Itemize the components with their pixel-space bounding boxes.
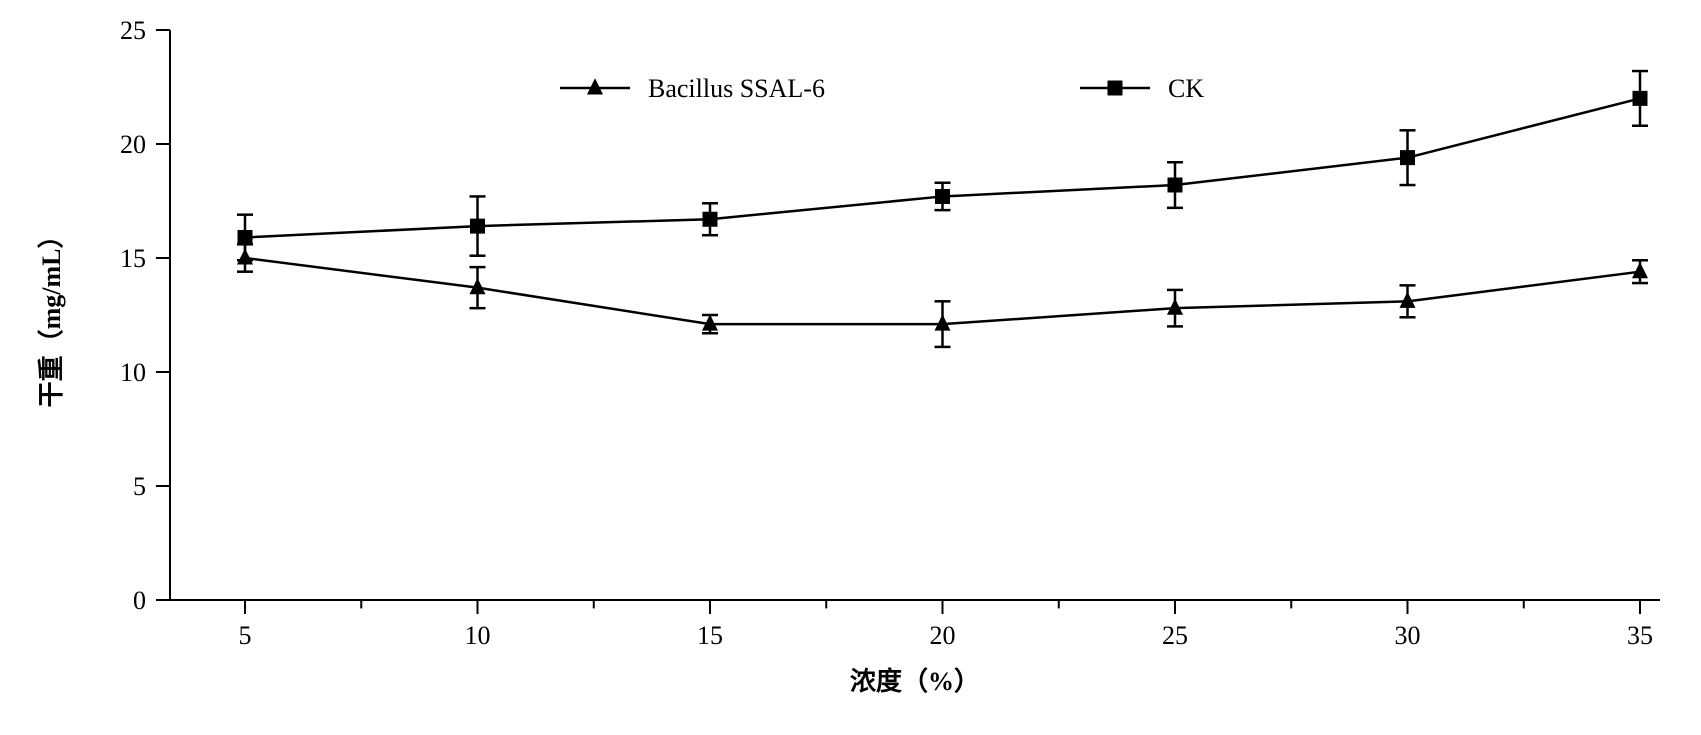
x-tick-label: 30: [1395, 621, 1421, 650]
x-tick-label: 25: [1162, 621, 1188, 650]
x-tick-label: 35: [1627, 621, 1653, 650]
y-tick-label: 20: [120, 130, 146, 159]
y-tick-label: 10: [120, 358, 146, 387]
series-marker-ck: [238, 230, 252, 244]
legend-label-ck: CK: [1168, 74, 1204, 103]
chart-container: 0 5 10 15 20 25 5 10 15 20 25 30 35 浓度（%） 干重（mg/mL） Bac…: [0, 0, 1701, 735]
y-tick-label: 5: [133, 472, 146, 501]
x-tick-label: 5: [239, 621, 252, 650]
y-tick-label: 25: [120, 16, 146, 45]
x-tick-label: 15: [697, 621, 723, 650]
series-marker-ck: [1633, 91, 1647, 105]
x-tick-label: 10: [465, 621, 491, 650]
x-tick-label: 20: [930, 621, 956, 650]
y-tick-label: 0: [133, 586, 146, 615]
series-marker-ck: [1168, 178, 1182, 192]
series-marker-ck: [471, 219, 485, 233]
series-marker-ck: [1401, 151, 1415, 165]
x-axis-title: 浓度（%）: [850, 666, 980, 696]
series-marker-ck: [703, 212, 717, 226]
y-axis-title: 干重（mg/mL）: [37, 223, 66, 408]
line-chart: 0 5 10 15 20 25 5 10 15 20 25 30 35 浓度（%） 干重（mg/mL） Bac…: [0, 0, 1701, 735]
legend-label-bacillus: Bacillus SSAL-6: [648, 74, 825, 103]
y-tick-label: 15: [120, 244, 146, 273]
legend-marker-ck: [1108, 81, 1122, 95]
series-marker-ck: [936, 189, 950, 203]
